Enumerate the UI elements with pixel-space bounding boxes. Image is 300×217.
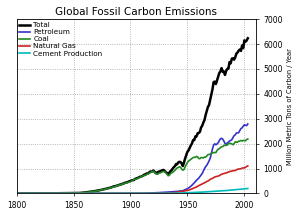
Line: Cement Production: Cement Production [16, 189, 248, 193]
Petroleum [15, 192, 18, 195]
Total [186, 151, 189, 153]
Cement Production [53, 192, 57, 195]
Natural Gas [15, 192, 18, 195]
Petroleum [136, 192, 139, 195]
Natural Gas [53, 192, 57, 195]
Coal [136, 177, 139, 180]
Line: Coal: Coal [16, 139, 248, 193]
Total [53, 192, 57, 195]
Natural Gas [131, 192, 134, 195]
Petroleum [131, 192, 134, 195]
Cement Production [131, 192, 134, 195]
Petroleum [186, 187, 189, 190]
Petroleum [53, 192, 57, 195]
Coal [53, 192, 57, 195]
Coal [246, 138, 250, 140]
Total [76, 192, 80, 194]
Coal [15, 192, 18, 195]
Line: Petroleum: Petroleum [16, 124, 248, 193]
Cement Production [186, 191, 189, 194]
Natural Gas [76, 192, 80, 195]
Line: Total: Total [16, 38, 248, 193]
Cement Production [246, 187, 250, 190]
Petroleum [40, 192, 44, 195]
Natural Gas [40, 192, 44, 195]
Title: Global Fossil Carbon Emissions: Global Fossil Carbon Emissions [55, 7, 217, 17]
Cement Production [40, 192, 44, 195]
Total [131, 179, 134, 181]
Natural Gas [136, 192, 139, 195]
Coal [76, 192, 80, 194]
Coal [131, 179, 134, 182]
Coal [186, 161, 189, 164]
Total [15, 192, 18, 195]
Petroleum [76, 192, 80, 195]
Natural Gas [186, 189, 189, 192]
Line: Natural Gas: Natural Gas [16, 166, 248, 193]
Cement Production [76, 192, 80, 195]
Coal [40, 192, 44, 195]
Total [40, 192, 44, 195]
Cement Production [15, 192, 18, 195]
Natural Gas [246, 165, 250, 167]
Cement Production [136, 192, 139, 195]
Y-axis label: Million Metric Tons of Carbon / Year: Million Metric Tons of Carbon / Year [287, 48, 293, 165]
Total [246, 37, 250, 39]
Legend: Total, Petroleum, Coal, Natural Gas, Cement Production: Total, Petroleum, Coal, Natural Gas, Cem… [19, 21, 103, 57]
Total [136, 177, 139, 179]
Petroleum [246, 123, 250, 125]
